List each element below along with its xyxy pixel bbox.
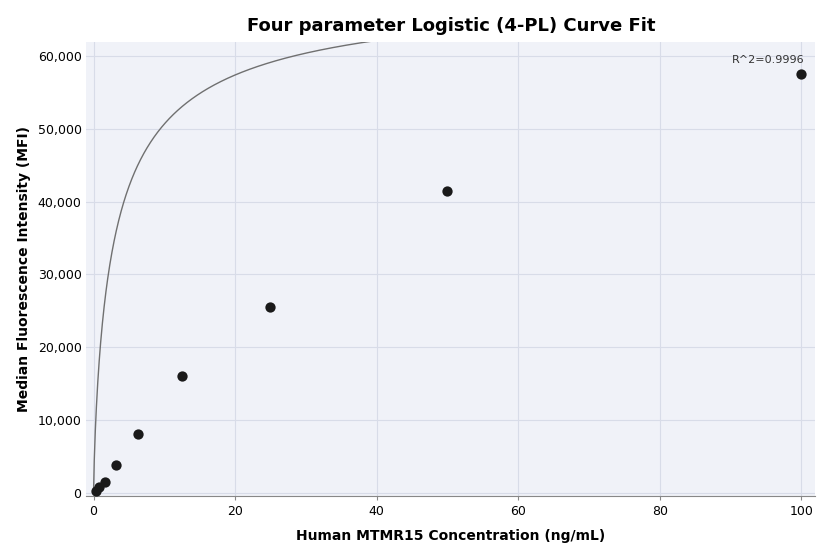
Point <box>90 487 103 496</box>
Y-axis label: Median Fluorescence Intensity (MFI): Median Fluorescence Intensity (MFI) <box>17 126 31 412</box>
Point <box>441 186 454 195</box>
X-axis label: Human MTMR15 Concentration (ng/mL): Human MTMR15 Concentration (ng/mL) <box>296 529 606 543</box>
Point <box>92 482 106 491</box>
Title: Four parameter Logistic (4-PL) Curve Fit: Four parameter Logistic (4-PL) Curve Fit <box>246 17 655 35</box>
Point <box>176 372 189 381</box>
Point <box>109 460 122 469</box>
Point <box>98 477 111 486</box>
Point <box>131 430 145 439</box>
Point <box>264 302 277 311</box>
Text: R^2=0.9996: R^2=0.9996 <box>732 55 805 66</box>
Point <box>795 70 808 79</box>
